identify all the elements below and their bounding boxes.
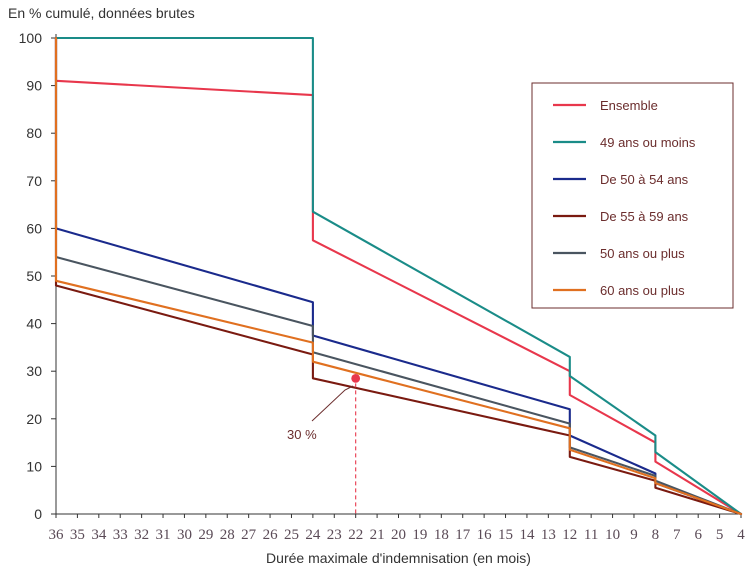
x-tick-label: 16: [477, 527, 493, 543]
x-tick-label: 4: [737, 527, 745, 543]
x-tick-label: 22: [348, 527, 363, 543]
x-tick-label: 19: [412, 527, 427, 543]
x-tick-label: 18: [434, 527, 449, 543]
legend-label-6: 60 ans ou plus: [600, 283, 685, 298]
x-tick-label: 27: [241, 527, 257, 543]
x-tick-label: 34: [91, 527, 107, 543]
x-tick-label: 17: [455, 527, 471, 543]
x-tick-label: 35: [70, 527, 85, 543]
x-tick-label: 14: [519, 527, 535, 543]
x-tick-label: 23: [327, 527, 342, 543]
legend-label-4: De 55 à 59 ans: [600, 209, 689, 224]
x-tick-label: 29: [198, 527, 213, 543]
y-tick-label: 60: [26, 220, 42, 236]
x-tick-label: 8: [652, 527, 660, 543]
y-tick-label: 50: [26, 268, 42, 284]
annotation-point: [351, 373, 361, 383]
y-axis-title: En % cumulé, données brutes: [8, 5, 195, 21]
y-tick-label: 80: [26, 125, 42, 141]
legend-label-1: Ensemble: [600, 98, 658, 113]
x-tick-label: 20: [391, 527, 406, 543]
x-tick-label: 15: [498, 527, 513, 543]
x-tick-label: 21: [370, 527, 385, 543]
x-tick-label: 32: [134, 527, 149, 543]
legend-box: [531, 82, 734, 309]
x-tick-label: 13: [541, 527, 556, 543]
x-tick-label: 6: [694, 527, 702, 543]
y-tick-label: 0: [34, 506, 42, 522]
y-tick-label: 10: [26, 458, 42, 474]
series-line-6: [54, 36, 743, 516]
y-tick-label: 70: [26, 173, 42, 189]
x-tick-label: 31: [156, 527, 171, 543]
x-axis-title: Durée maximale d'indemnisation (en mois): [266, 550, 531, 566]
x-tick-label: 30: [177, 527, 192, 543]
x-tick-label: 25: [284, 527, 299, 543]
y-tick-label: 20: [26, 411, 42, 427]
x-tick-label: 12: [562, 527, 577, 543]
x-tick-label: 33: [113, 527, 128, 543]
y-tick-label: 100: [19, 30, 43, 46]
y-tick-label: 90: [26, 78, 42, 94]
x-tick-label: 5: [716, 527, 724, 543]
x-tick-label: 26: [263, 527, 279, 543]
x-tick-label: 11: [584, 527, 598, 543]
legend-label-2: 49 ans ou moins: [600, 135, 696, 150]
legend-label-5: 50 ans ou plus: [600, 246, 685, 261]
legend-label-3: De 50 à 54 ans: [600, 172, 689, 187]
x-tick-label: 36: [49, 527, 65, 543]
x-tick-label: 10: [605, 527, 620, 543]
y-tick-label: 40: [26, 316, 42, 332]
x-tick-label: 28: [220, 527, 235, 543]
y-tick-label: 30: [26, 363, 42, 379]
x-tick-label: 7: [673, 527, 681, 543]
annotation-callout-line: [311, 385, 354, 422]
annotation-label: 30 %: [287, 427, 317, 442]
x-tick-label: 24: [305, 527, 321, 543]
series-line-2: [54, 36, 743, 516]
x-tick-label: 9: [630, 527, 638, 543]
